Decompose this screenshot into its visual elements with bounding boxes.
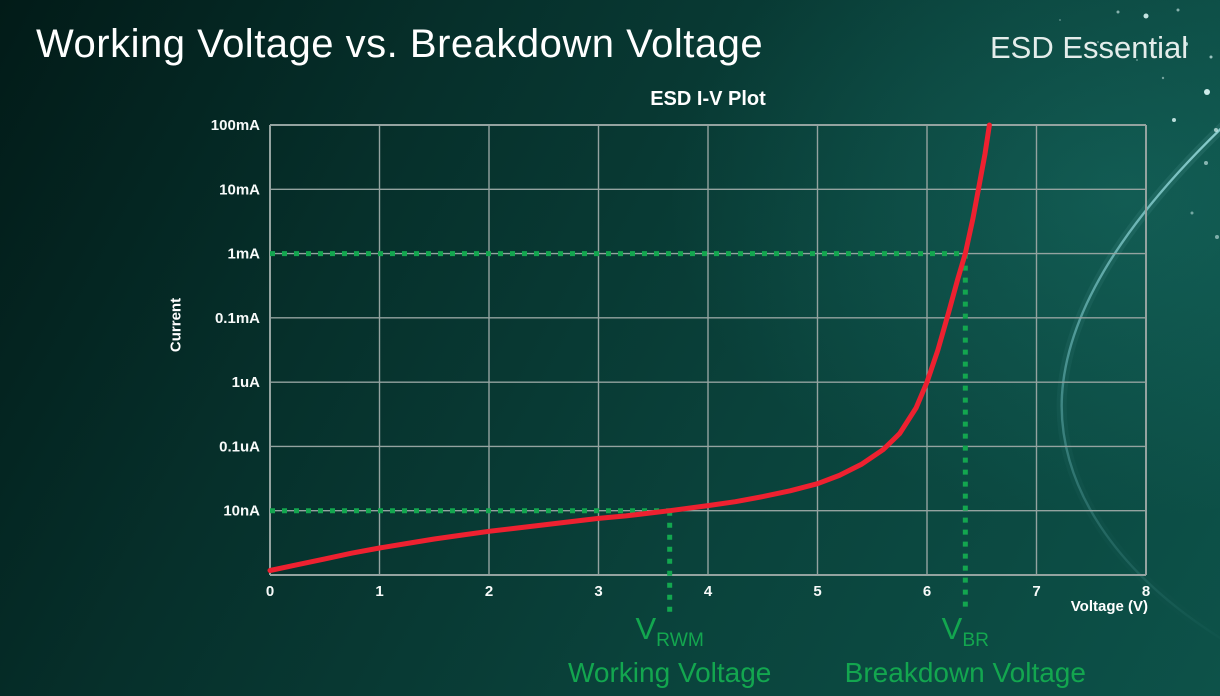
working-voltage-annotation: VRWM Working Voltage [568,612,771,688]
chart-title: ESD I-V Plot [650,88,766,110]
x-tick-label: 4 [704,583,713,600]
vrwm-symbol: VRWM [635,611,704,652]
x-tick-label: 5 [813,583,821,600]
y-tick-label: 1uA [232,374,261,391]
x-tick-label: 1 [375,583,383,600]
x-tick-label: 0 [266,583,274,600]
y-tick-label: 0.1uA [219,438,260,455]
y-tick-label: 100mA [211,117,260,134]
x-tick-label: 2 [485,583,493,600]
x-tick-label: 3 [594,583,602,600]
y-axis-label: Current [167,297,185,353]
swoosh-curve [1056,122,1220,644]
y-tick-label: 1mA [227,246,260,263]
vrwm-caption: Working Voltage [567,657,772,689]
y-tick-label: 0.1mA [215,310,260,327]
iv-curve [267,122,992,573]
y-tick-label: 10mA [219,181,260,198]
vbr-symbol: VBR [941,611,989,652]
brand-text: ESD Essential [990,30,1189,65]
slide-title: Working Voltage vs. Breakdown Voltage [36,22,764,66]
y-tick-label: 10nA [223,503,260,520]
vbr-caption: Breakdown Voltage [844,657,1086,689]
breakdown-voltage-annotation: VBR Breakdown Voltage [845,612,1086,688]
